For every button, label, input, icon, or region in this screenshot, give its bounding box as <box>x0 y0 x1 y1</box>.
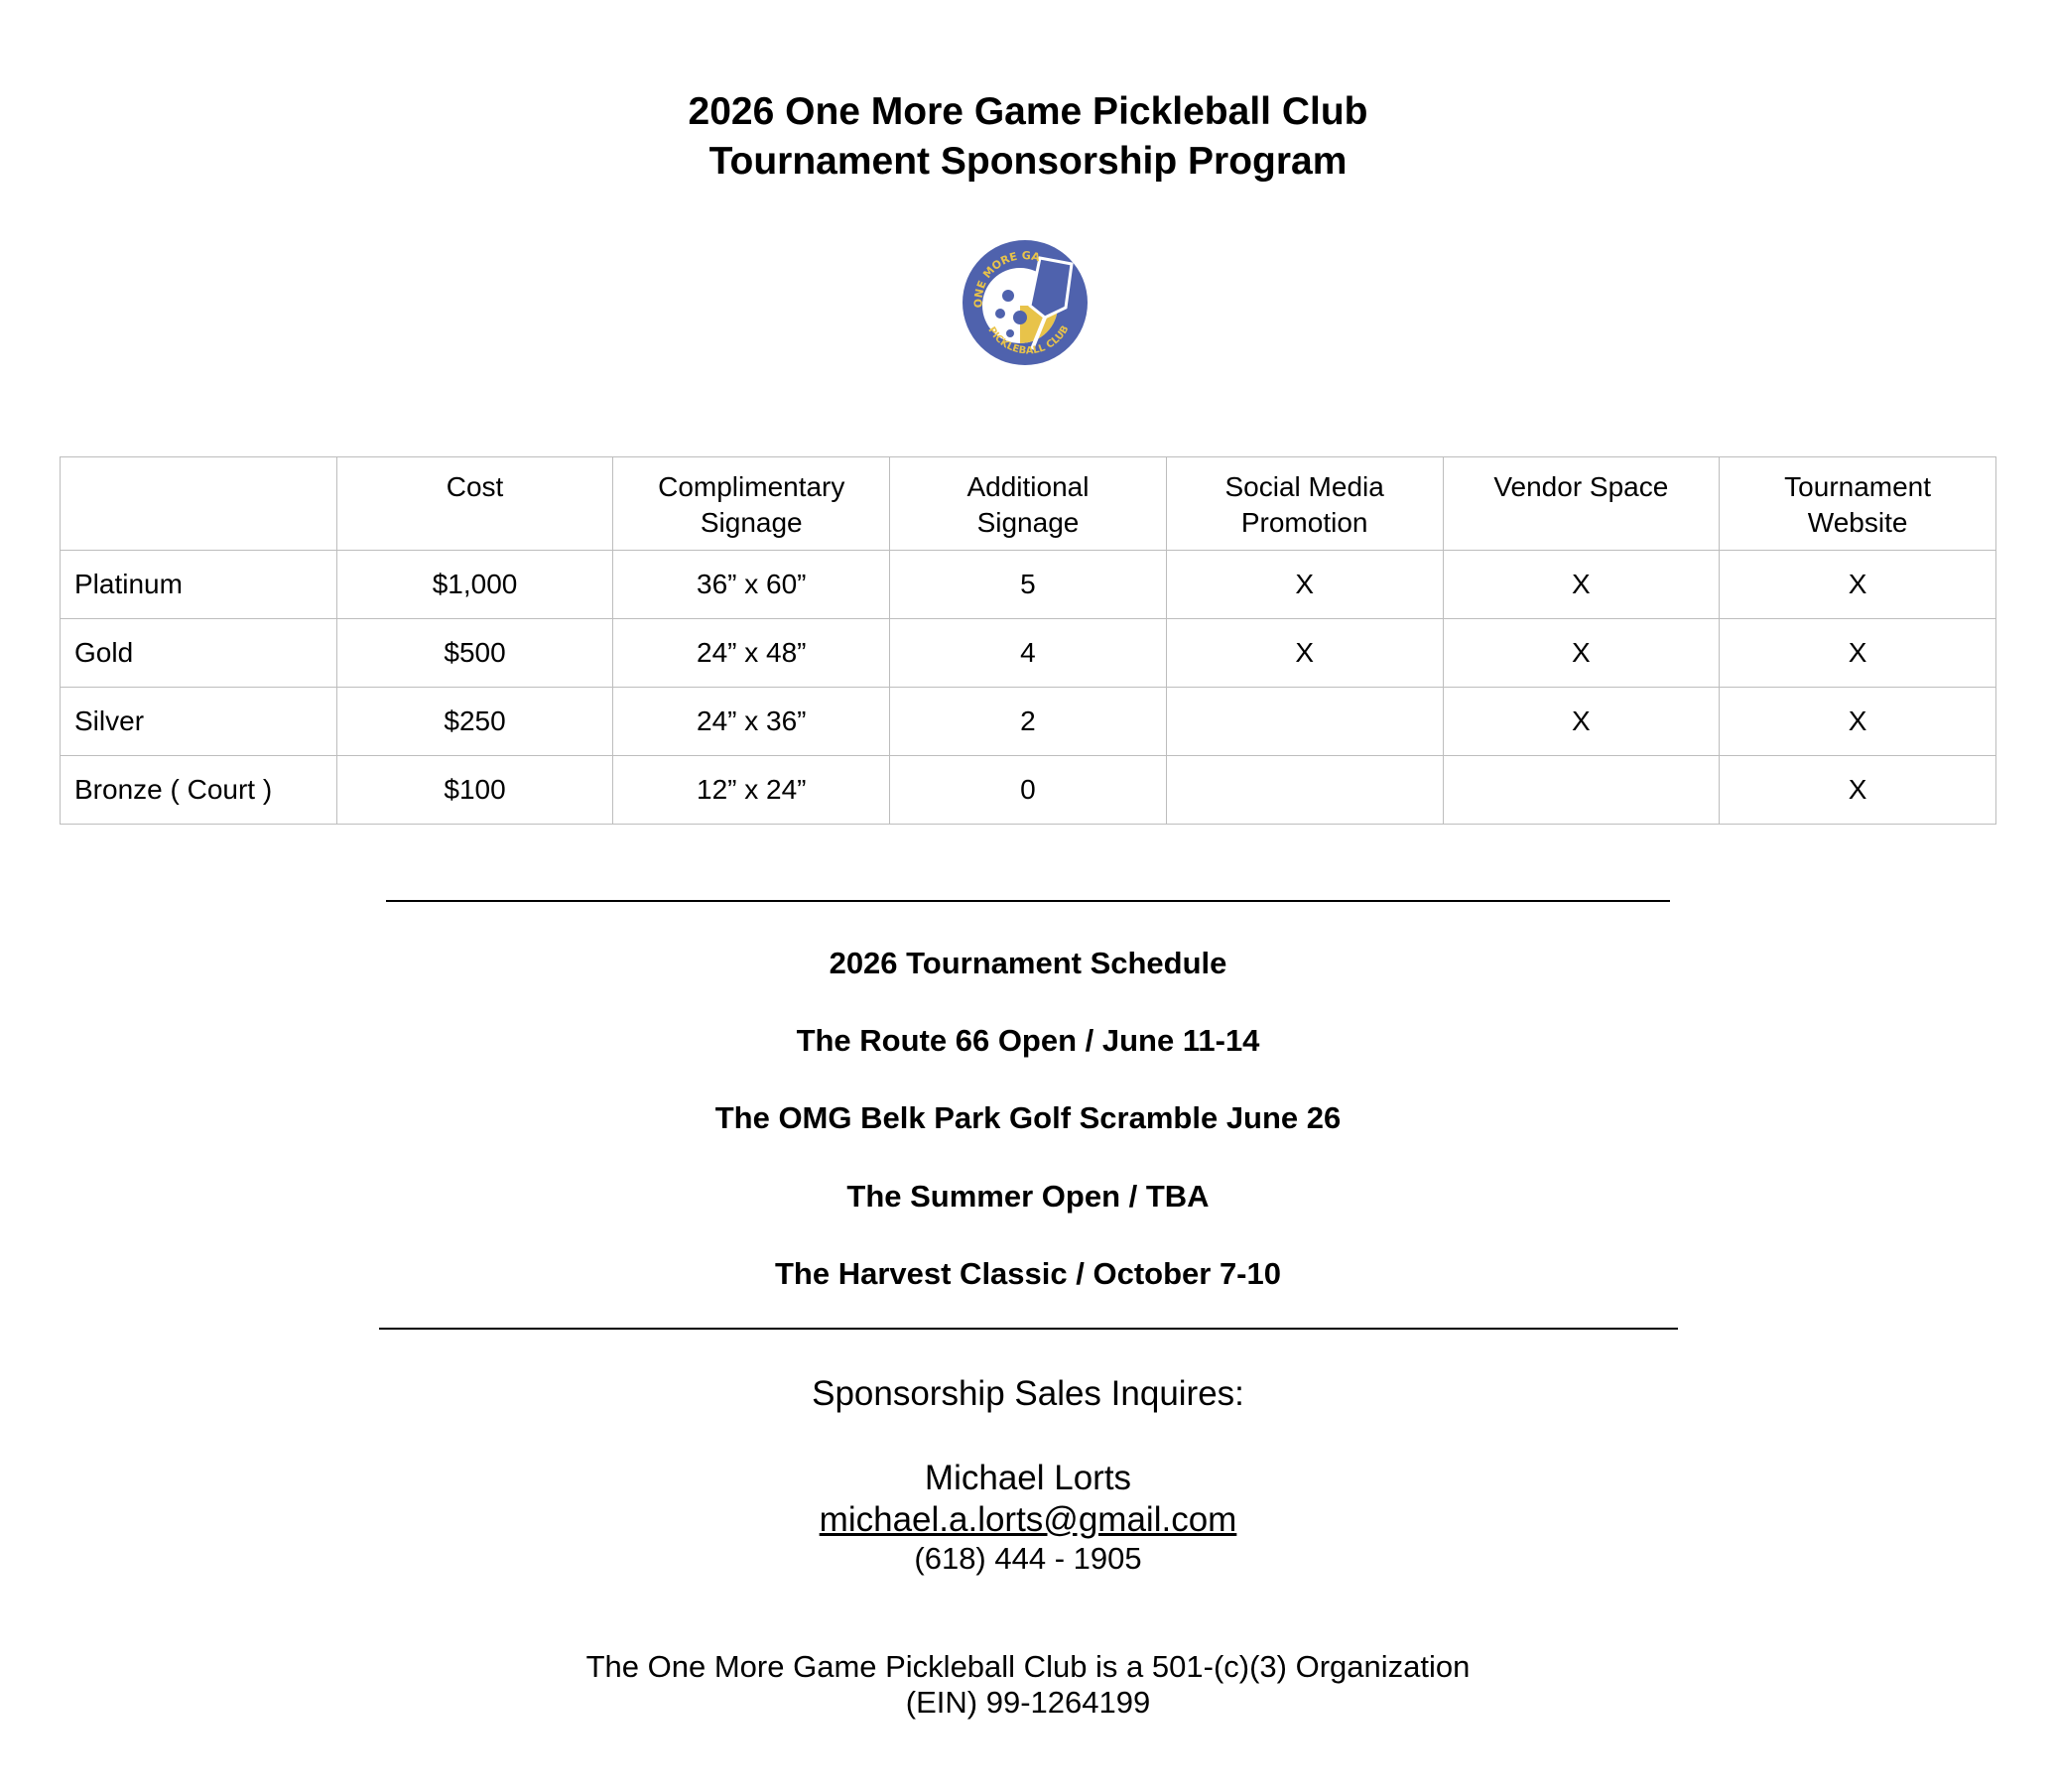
cell: 36” x 60” <box>612 550 891 619</box>
cell: 5 <box>889 550 1167 619</box>
cell: 24” x 36” <box>612 687 891 756</box>
divider <box>379 1328 1678 1330</box>
cell: 0 <box>889 755 1167 825</box>
cell: 12” x 24” <box>612 755 891 825</box>
footer-ein: (EIN) 99-1264199 <box>905 1685 1151 1720</box>
cell <box>1442 755 1721 825</box>
cell: X <box>1165 618 1444 688</box>
tier-name: Bronze ( Court ) <box>60 755 337 825</box>
cell: X <box>1719 550 1996 619</box>
cell: X <box>1719 687 1996 756</box>
tier-name: Silver <box>60 687 337 756</box>
schedule-heading: 2026 Tournament Schedule <box>829 946 1227 980</box>
contact-phone: (618) 444 - 1905 <box>914 1541 1142 1576</box>
header-vendor-space: Vendor Space <box>1442 456 1721 551</box>
cell: X <box>1442 550 1721 619</box>
cell: $100 <box>335 755 614 825</box>
cell: 24” x 48” <box>612 618 891 688</box>
cell: X <box>1165 550 1444 619</box>
cell: $250 <box>335 687 614 756</box>
schedule-event: The OMG Belk Park Golf Scramble June 26 <box>714 1100 1342 1135</box>
table-row: Gold $500 24” x 48” 4 X X X <box>60 618 1996 688</box>
title-line-1: 2026 One More Game Pickleball Club <box>688 90 1368 133</box>
schedule-event: The Harvest Classic / October 7-10 <box>774 1256 1281 1291</box>
schedule-event: The Route 66 Open / June 11-14 <box>796 1023 1260 1058</box>
contact-heading: Sponsorship Sales Inquires: <box>812 1374 1244 1413</box>
cell: X <box>1719 618 1996 688</box>
header-tournament-website: Tournament Website <box>1719 456 1996 551</box>
footer-org-status: The One More Game Pickleball Club is a 5… <box>585 1649 1471 1684</box>
table-row: Silver $250 24” x 36” 2 X X <box>60 687 1996 756</box>
divider <box>386 900 1670 902</box>
schedule-event: The Summer Open / TBA <box>846 1179 1210 1214</box>
cell <box>1165 755 1444 825</box>
cell: 2 <box>889 687 1167 756</box>
cell <box>1165 687 1444 756</box>
contact-name: Michael Lorts <box>924 1459 1132 1497</box>
header-cell <box>60 456 337 551</box>
table-row: Bronze ( Court ) $100 12” x 24” 0 X <box>60 755 1996 825</box>
cell: X <box>1719 755 1996 825</box>
contact-email-link[interactable]: michael.a.lorts@gmail.com <box>819 1500 1237 1539</box>
table-row: Platinum $1,000 36” x 60” 5 X X X <box>60 550 1996 619</box>
club-logo-icon: ONE MORE GAME PICKLEBALL CLUB <box>961 238 1088 365</box>
table-header-row: Cost Complimentary Signage Additional Si… <box>60 456 1996 551</box>
header-additional-signage: Additional Signage <box>889 456 1167 551</box>
contact-email-wrap: michael.a.lorts@gmail.com <box>0 1500 2056 1540</box>
header-complimentary-signage: Complimentary Signage <box>612 456 891 551</box>
header-social-media: Social Media Promotion <box>1165 456 1444 551</box>
cell: X <box>1442 618 1721 688</box>
cell: 4 <box>889 618 1167 688</box>
tier-name: Gold <box>60 618 337 688</box>
tier-name: Platinum <box>60 550 337 619</box>
page-title: 2026 One More Game Pickleball Club Tourn… <box>0 87 2056 187</box>
header-cost: Cost <box>335 456 614 551</box>
cell: X <box>1442 687 1721 756</box>
cell: $500 <box>335 618 614 688</box>
title-line-2: Tournament Sponsorship Program <box>708 140 1348 183</box>
cell: $1,000 <box>335 550 614 619</box>
sponsorship-table: Cost Complimentary Signage Additional Si… <box>60 456 1996 825</box>
